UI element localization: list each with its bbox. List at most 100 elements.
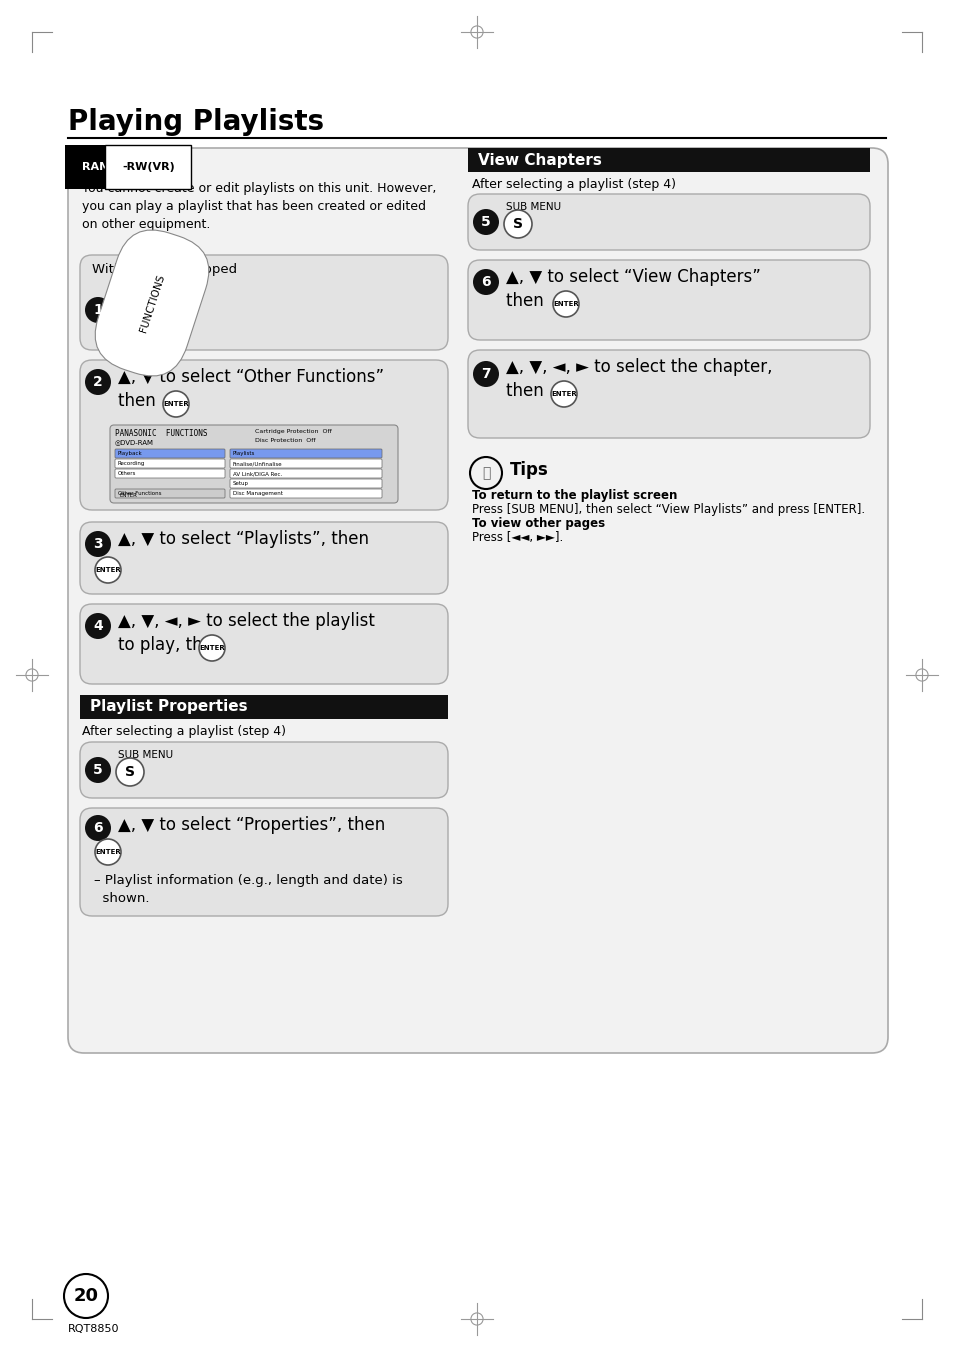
FancyBboxPatch shape [230,449,381,458]
Text: ENTER: ENTER [120,493,138,499]
FancyBboxPatch shape [115,449,225,458]
Text: Disc Protection  Off: Disc Protection Off [254,438,315,443]
Text: PANASONIC  FUNCTIONS: PANASONIC FUNCTIONS [115,430,208,438]
Text: SUB MENU: SUB MENU [118,750,172,761]
Circle shape [473,361,498,386]
Text: Press [◄◄, ►►].: Press [◄◄, ►►]. [472,531,562,544]
Circle shape [85,297,111,323]
Text: Playback: Playback [118,451,143,457]
Text: Playing Playlists: Playing Playlists [68,108,324,136]
FancyBboxPatch shape [230,489,381,499]
Text: S: S [513,218,522,231]
Text: 2: 2 [93,376,103,389]
Circle shape [95,839,121,865]
Text: ▲, ▼ to select “View Chapters”: ▲, ▼ to select “View Chapters” [505,267,760,286]
FancyBboxPatch shape [468,195,869,250]
Circle shape [551,381,577,407]
FancyBboxPatch shape [230,480,381,488]
FancyBboxPatch shape [80,521,448,594]
Bar [468,149,869,172]
Text: ENTER: ENTER [199,644,225,651]
Text: Playlists: Playlists [233,451,255,457]
Text: RAM: RAM [82,162,110,172]
Bar [80,694,448,719]
Circle shape [85,815,111,842]
Text: ENTER: ENTER [163,401,189,407]
Text: 💡: 💡 [481,466,490,480]
Text: 1: 1 [93,303,103,317]
FancyBboxPatch shape [115,489,225,499]
Text: ENTER: ENTER [551,390,577,397]
Circle shape [116,758,144,786]
Text: S: S [125,765,135,780]
Text: After selecting a playlist (step 4): After selecting a playlist (step 4) [82,725,286,738]
Text: Disc Management: Disc Management [233,490,283,496]
Text: ENTER: ENTER [95,567,121,573]
Text: -RW(VR): -RW(VR) [122,162,174,172]
Text: AV Link/DIGA Rec.: AV Link/DIGA Rec. [233,471,282,476]
Text: 3: 3 [93,536,103,551]
Text: ENTER: ENTER [553,301,578,307]
Text: 5: 5 [480,215,491,230]
Text: RQT8850: RQT8850 [68,1324,119,1333]
Circle shape [85,369,111,394]
Text: then: then [505,292,548,309]
Text: ▲, ▼ to select “Playlists”, then: ▲, ▼ to select “Playlists”, then [118,530,369,549]
FancyBboxPatch shape [115,469,225,478]
Text: Other Functions: Other Functions [118,490,161,496]
Circle shape [85,613,111,639]
Text: 4: 4 [93,619,103,634]
Text: Cartridge Protection  Off: Cartridge Protection Off [254,430,332,434]
Circle shape [85,531,111,557]
Circle shape [163,390,189,417]
Text: To return to the playlist screen: To return to the playlist screen [472,489,677,503]
Text: Setup: Setup [233,481,249,486]
Text: ◎DVD-RAM: ◎DVD-RAM [115,439,153,444]
Text: to play, then: to play, then [118,636,229,654]
FancyBboxPatch shape [80,255,448,350]
FancyBboxPatch shape [80,604,448,684]
Text: Recording: Recording [118,461,145,466]
Text: SUB MENU: SUB MENU [505,203,560,212]
FancyBboxPatch shape [230,469,381,478]
Text: – Playlist information (e.g., length and date) is: – Playlist information (e.g., length and… [94,874,402,888]
Text: 20: 20 [73,1288,98,1305]
Text: View Chapters: View Chapters [477,153,601,168]
Text: then: then [118,392,161,409]
FancyBboxPatch shape [80,742,448,798]
FancyBboxPatch shape [115,459,225,467]
FancyBboxPatch shape [230,459,381,467]
FancyBboxPatch shape [80,359,448,509]
Text: 5: 5 [93,763,103,777]
Text: ▲, ▼ to select “Other Functions”: ▲, ▼ to select “Other Functions” [118,367,384,386]
Text: With the unit stopped: With the unit stopped [91,263,237,276]
Text: ▲, ▼, ◄, ► to select the chapter,: ▲, ▼, ◄, ► to select the chapter, [505,358,772,376]
FancyBboxPatch shape [110,426,397,503]
Text: Press [SUB MENU], then select “View Playlists” and press [ENTER].: Press [SUB MENU], then select “View Play… [472,503,864,516]
FancyBboxPatch shape [80,808,448,916]
Circle shape [199,635,225,661]
Text: then: then [505,382,548,400]
Text: FUNCTIONS: FUNCTIONS [138,273,166,334]
Text: To view other pages: To view other pages [472,517,604,530]
FancyBboxPatch shape [68,149,887,1052]
Text: 6: 6 [480,276,490,289]
Text: 6: 6 [93,821,103,835]
Circle shape [473,269,498,295]
Circle shape [64,1274,108,1319]
FancyBboxPatch shape [468,259,869,340]
Text: Finalise/Unfinalise: Finalise/Unfinalise [233,461,282,466]
FancyBboxPatch shape [468,350,869,438]
Text: ▲, ▼, ◄, ► to select the playlist: ▲, ▼, ◄, ► to select the playlist [118,612,375,630]
Text: ENTER: ENTER [95,848,121,855]
Text: Tips: Tips [510,461,548,480]
Circle shape [95,557,121,584]
Text: You cannot create or edit playlists on this unit. However,
you can play a playli: You cannot create or edit playlists on t… [82,182,436,231]
Circle shape [503,209,532,238]
Text: After selecting a playlist (step 4): After selecting a playlist (step 4) [472,178,676,190]
Text: Others: Others [118,471,136,476]
Text: 7: 7 [480,367,490,381]
Text: Playlist Properties: Playlist Properties [90,700,248,715]
Circle shape [85,757,111,784]
Text: shown.: shown. [94,892,150,905]
